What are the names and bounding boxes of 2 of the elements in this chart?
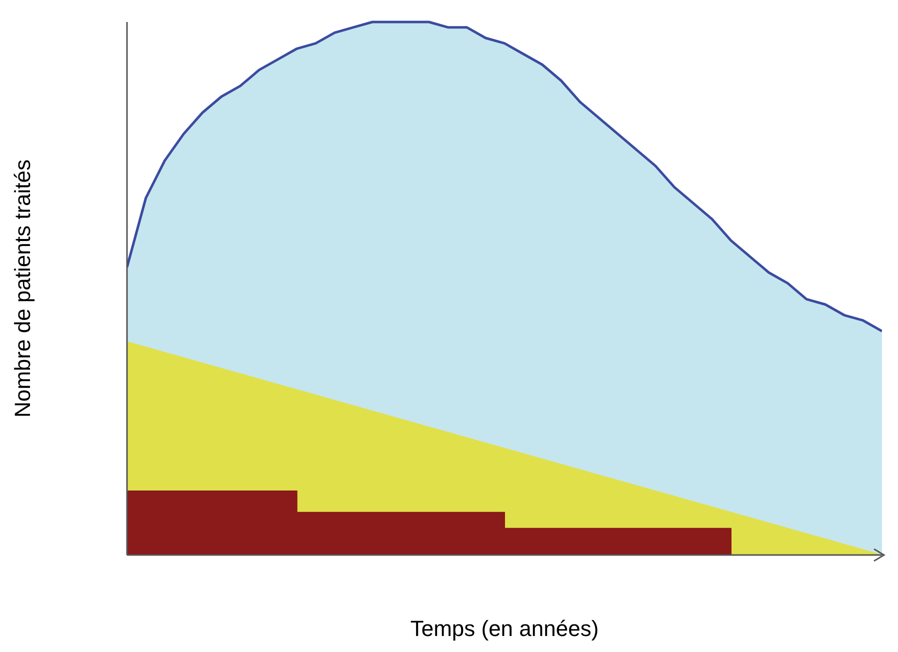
y-axis-title: Nombre de patients traités <box>10 159 35 418</box>
x-axis-title: Temps (en années) <box>410 616 599 641</box>
